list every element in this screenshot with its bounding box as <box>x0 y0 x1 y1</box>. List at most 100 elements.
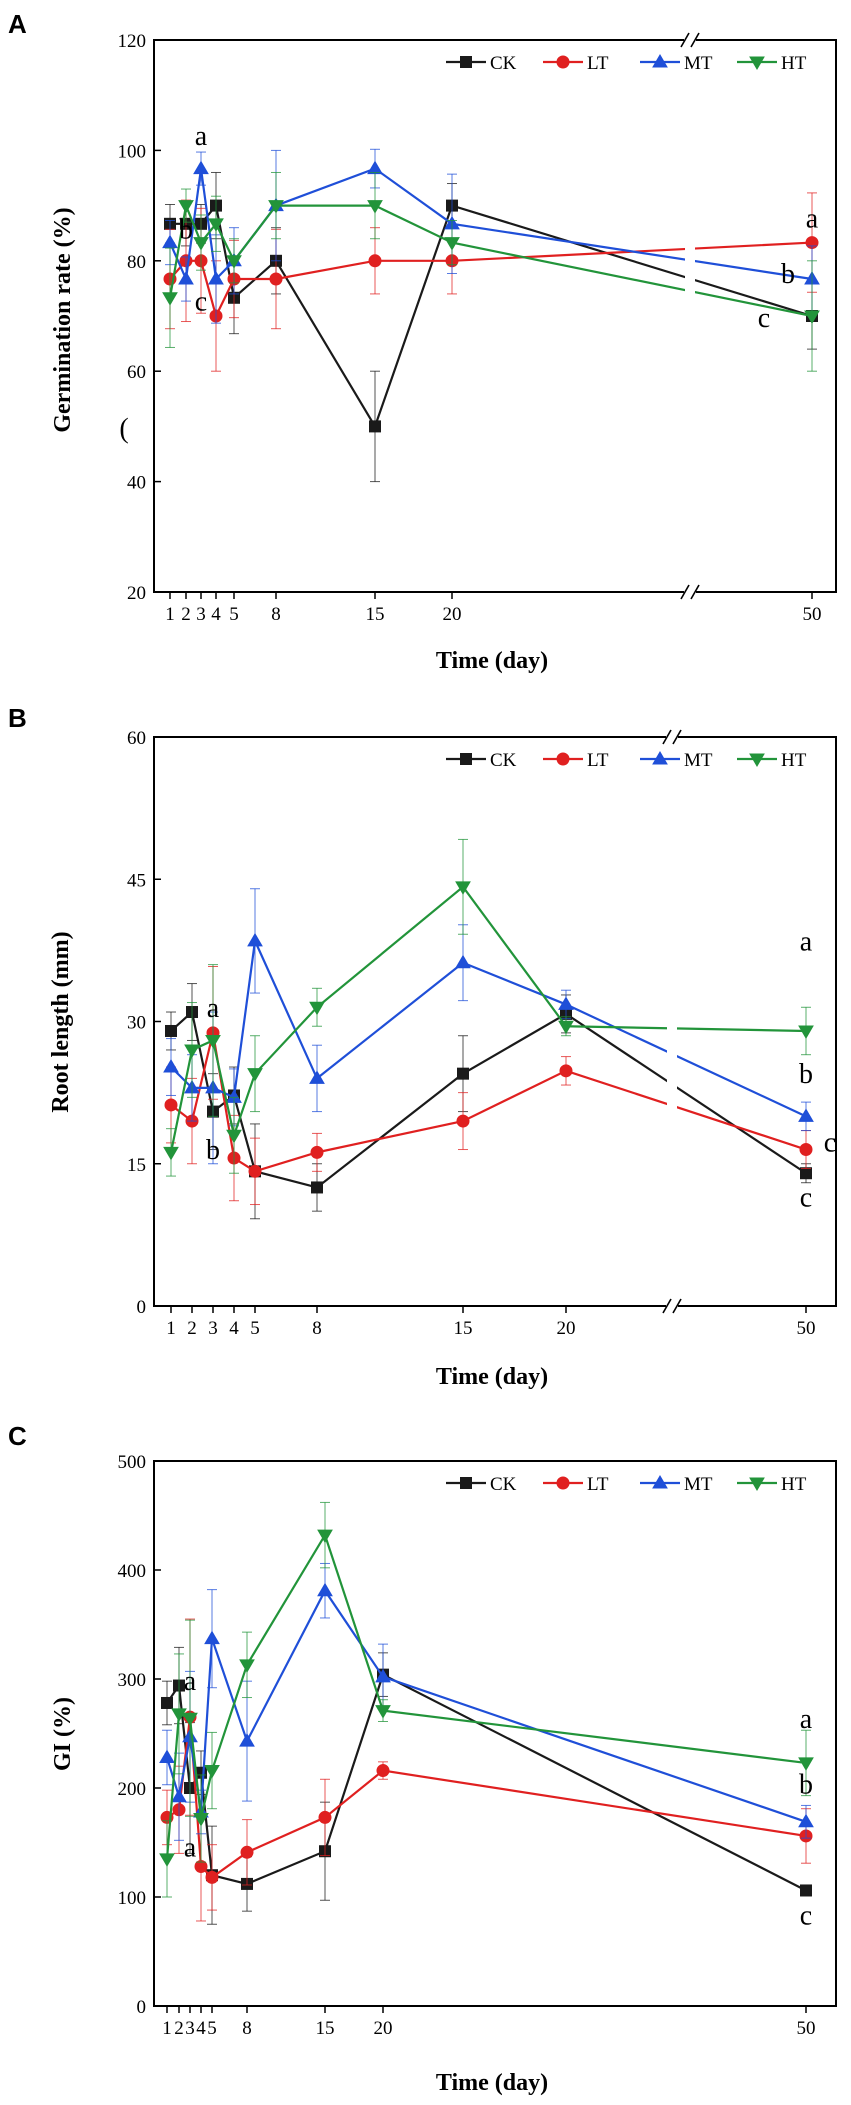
panel-a-plot-frame <box>153 39 837 593</box>
legend-label-lt: LT <box>587 750 609 771</box>
point-mt-3 <box>208 271 224 285</box>
legend-label-mt: MT <box>684 1474 713 1495</box>
point-ht-7 <box>375 1705 391 1719</box>
legend-label-ck: CK <box>490 750 517 771</box>
legend-label-lt: LT <box>587 53 609 74</box>
point-ht-3 <box>226 1129 242 1144</box>
axis-break-mark-0a <box>662 1298 672 1314</box>
point-mt-7 <box>558 996 574 1010</box>
point-ht-0 <box>163 1146 179 1161</box>
panel-c-plot-frame <box>153 1460 837 2007</box>
series-line-ht <box>168 201 813 318</box>
series-ck <box>164 171 818 483</box>
line-break-gap <box>667 937 677 1296</box>
point-ht-7 <box>558 1020 574 1035</box>
point-ht-5 <box>268 200 284 214</box>
legend-item-ht: HT <box>737 1474 807 1495</box>
sig-letter-4: c <box>800 1900 812 1931</box>
point-mt-4 <box>247 932 263 947</box>
point-mt-6 <box>367 160 383 175</box>
legend-item-mt: MT <box>640 53 713 74</box>
panel-c-y-axis: 0 100 200 300 400 500 <box>118 1452 161 2018</box>
point-lt-4 <box>248 1164 262 1178</box>
series-line-ht <box>169 885 807 1153</box>
x-tick-label-1: 2 <box>187 1318 197 1339</box>
point-lt-8 <box>799 1143 813 1157</box>
sig-letter-4: b <box>781 259 795 290</box>
x-tick-label-8: 50 <box>797 2018 816 2039</box>
panel-a-y-axis: 20 40 60 80 100 120 <box>118 31 161 604</box>
point-ht-6 <box>455 881 471 895</box>
point-ht-3 <box>193 1813 209 1827</box>
legend-marker-ht <box>749 56 765 70</box>
y-tick-label-4: 60 <box>127 728 146 749</box>
series-line-ck <box>170 1009 807 1189</box>
x-tick-label-0: 1 <box>162 2018 172 2039</box>
legend-label-ck: CK <box>490 53 517 74</box>
point-lt-6 <box>368 254 382 268</box>
series-ht <box>162 171 820 372</box>
point-ht-7 <box>444 237 460 251</box>
y-tick-label-1: 100 <box>118 1888 147 1909</box>
panel-b-y-axis-title: Root length (mm) <box>48 931 74 1112</box>
y-tick-label-4: 100 <box>118 141 147 162</box>
point-ck-8 <box>800 1884 812 1897</box>
panel-b-legend: CK LT MT HT <box>446 750 807 771</box>
x-tick-label-2: 3 <box>208 1318 218 1339</box>
panel-a-x-axis: 1 2 3 4 5 8 15 20 50 <box>165 32 822 625</box>
series-line-ck <box>170 203 813 429</box>
panel-c-x-axis: 1 2 3 4 5 8 15 20 50 <box>162 2006 816 2039</box>
x-tick-label-4: 5 <box>207 2018 217 2039</box>
y-tick-label-3: 300 <box>118 1670 147 1691</box>
point-ck-5 <box>311 1181 323 1194</box>
y-tick-label-5: 500 <box>118 1452 147 1473</box>
legend-item-ck: CK <box>446 750 517 771</box>
sig-letter-2: c <box>195 286 207 317</box>
legend-label-ht: HT <box>781 750 807 771</box>
panel-b-series <box>163 838 814 1296</box>
sig-letter-3: a <box>806 204 819 235</box>
panel-b-y-axis: 0 15 30 45 60 <box>127 728 161 1318</box>
legend-label-ht: HT <box>781 53 807 74</box>
x-tick-label-4: 5 <box>229 604 239 625</box>
series-lt <box>164 965 813 1206</box>
sig-letter-1: b <box>179 215 193 246</box>
point-ht-5 <box>239 1659 255 1673</box>
y-tick-label-4: 400 <box>118 1561 147 1582</box>
series-mt <box>159 1562 814 1841</box>
legend-label-mt: MT <box>684 750 713 771</box>
point-ht-2 <box>205 1034 221 1049</box>
x-tick-label-7: 20 <box>443 604 462 625</box>
legend-label-ht: HT <box>781 1474 807 1495</box>
legend-marker-ht <box>749 753 765 767</box>
y-tick-label-0: 0 <box>137 1997 147 2018</box>
legend-marker-mt <box>652 54 668 68</box>
y-tick-label-0: 0 <box>137 1297 147 1318</box>
legend-item-ck: CK <box>446 53 517 74</box>
point-mt-6 <box>317 1582 333 1597</box>
panel-c-y-axis-title: GI (%) <box>50 1697 76 1771</box>
point-ht-1 <box>184 1044 200 1058</box>
point-lt-5 <box>269 272 283 286</box>
legend-item-ht: HT <box>737 53 807 74</box>
y-tick-label-2: 200 <box>118 1779 147 1800</box>
y-tick-label-2: 30 <box>127 1013 146 1034</box>
x-tick-label-5: 8 <box>271 604 281 625</box>
sig-letter-0: a <box>195 121 208 152</box>
series-ht <box>163 838 814 1177</box>
x-tick-label-1: 2 <box>181 604 191 625</box>
point-ht-4 <box>226 255 242 269</box>
point-mt-5 <box>239 1733 255 1747</box>
series-ck <box>165 983 812 1220</box>
panel-c-annotations: a a a b c <box>184 1666 813 1931</box>
x-tick-label-8: 50 <box>803 604 822 625</box>
sig-letter-6: ( <box>119 413 128 444</box>
x-tick-label-5: 8 <box>312 1318 322 1339</box>
panel-c-legend: CK LT MT HT <box>446 1474 807 1495</box>
point-ck-0 <box>165 1024 177 1037</box>
x-tick-label-1: 2 <box>174 2018 184 2039</box>
x-tick-label-7: 20 <box>374 2018 393 2039</box>
panel-c-series <box>159 1501 814 1925</box>
point-ck-0 <box>161 1696 173 1709</box>
legend-marker-lt <box>556 1476 570 1490</box>
